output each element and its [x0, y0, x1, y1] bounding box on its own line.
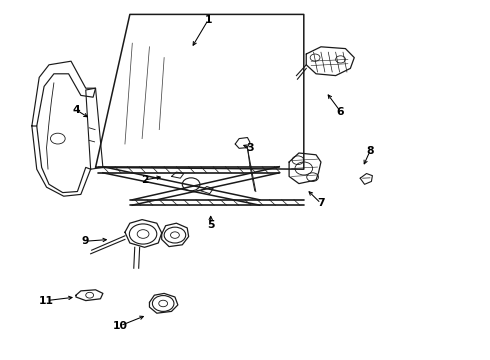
Text: 10: 10 [113, 321, 127, 331]
Text: 2: 2 [141, 175, 148, 185]
Text: 3: 3 [246, 143, 254, 153]
Text: 11: 11 [39, 296, 54, 306]
Text: 4: 4 [72, 105, 80, 115]
Text: 1: 1 [204, 15, 212, 25]
Text: 5: 5 [207, 220, 215, 230]
Text: 8: 8 [366, 146, 374, 156]
Text: 6: 6 [337, 107, 344, 117]
Text: 9: 9 [82, 236, 90, 246]
Text: 7: 7 [317, 198, 325, 208]
